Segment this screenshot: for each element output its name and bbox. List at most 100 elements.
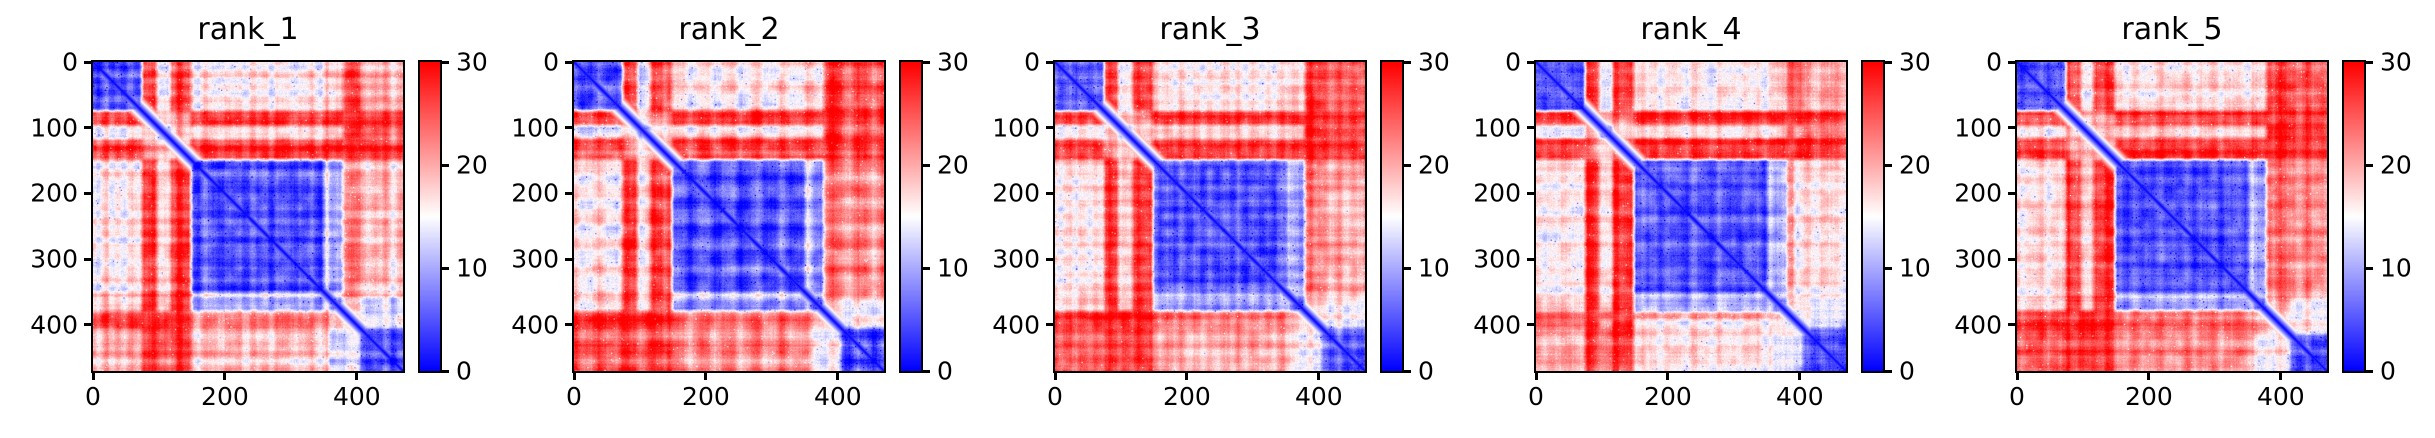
y-tick-mark xyxy=(1046,323,1053,327)
heatmap-canvas xyxy=(93,62,403,371)
y-tick-label: 300 xyxy=(992,244,1040,274)
colorbar-canvas xyxy=(1863,62,1883,371)
y-tick-label: 400 xyxy=(1473,310,1521,340)
colorbar-tick-mark xyxy=(923,369,930,373)
y-tick-label: 400 xyxy=(30,310,78,340)
y-tick-mark xyxy=(2008,323,2015,327)
heatmap-axes xyxy=(572,60,886,373)
panel-rank-1: rank_1 0 100 200 300 400 0 200 400 30 20 10 0 xyxy=(0,0,488,438)
x-tick-label: 200 xyxy=(1163,382,1211,411)
y-tick-label: 200 xyxy=(511,178,559,208)
x-tick-label: 400 xyxy=(813,382,862,411)
colorbar-tick-mark xyxy=(1404,60,1411,64)
x-tick-mark xyxy=(1317,373,1321,380)
colorbar-tick-mark xyxy=(2366,60,2373,64)
colorbar xyxy=(1380,60,1404,373)
x-tick-mark xyxy=(704,373,708,380)
y-tick-label: 200 xyxy=(1954,178,2002,208)
heatmap-axes xyxy=(1534,60,1848,373)
x-tick-label: 0 xyxy=(1047,382,1063,411)
colorbar-tick-mark xyxy=(2366,266,2373,270)
panel-title: rank_3 xyxy=(1159,12,1261,47)
y-tick-mark xyxy=(2008,60,2015,64)
colorbar-canvas xyxy=(420,62,440,371)
colorbar xyxy=(2342,60,2366,373)
panel-rank-3: rank_3 0 100 200 300 400 0 200 400 30 20 10 0 xyxy=(962,0,1450,438)
colorbar-tick-label: 10 xyxy=(1418,253,1450,283)
x-tick-mark xyxy=(1053,373,1057,380)
x-tick-label: 400 xyxy=(1294,382,1343,411)
y-tick-mark xyxy=(1046,191,1053,195)
x-tick-label: 400 xyxy=(332,382,381,411)
y-tick-label: 100 xyxy=(511,113,559,143)
panel-title: rank_4 xyxy=(1640,12,1742,47)
colorbar-tick-mark xyxy=(442,60,449,64)
panel-rank-4: rank_4 0 100 200 300 400 0 200 400 30 20 10 0 xyxy=(1443,0,1931,438)
y-tick-label: 100 xyxy=(1954,113,2002,143)
colorbar-canvas xyxy=(2344,62,2364,371)
colorbar-tick-mark xyxy=(1404,266,1411,270)
y-tick-label: 400 xyxy=(992,310,1040,340)
x-tick-label: 200 xyxy=(1644,382,1692,411)
y-tick-mark xyxy=(84,60,91,64)
y-tick-label: 0 xyxy=(543,47,559,77)
colorbar-tick-mark xyxy=(923,266,930,270)
panel-rank-5: rank_5 0 100 200 300 400 0 200 400 30 20 10 0 xyxy=(1924,0,2412,438)
y-tick-label: 100 xyxy=(30,113,78,143)
heatmap-axes xyxy=(2015,60,2329,373)
y-tick-mark xyxy=(1046,60,1053,64)
colorbar-tick-mark xyxy=(2366,163,2373,167)
x-tick-mark xyxy=(355,373,359,380)
colorbar-tick-mark xyxy=(923,163,930,167)
y-tick-label: 200 xyxy=(992,178,1040,208)
colorbar-tick-label: 20 xyxy=(937,150,969,180)
y-tick-label: 100 xyxy=(1473,113,1521,143)
y-tick-label: 300 xyxy=(511,244,559,274)
heatmap-canvas xyxy=(2017,62,2327,371)
x-tick-mark xyxy=(91,373,95,380)
x-tick-mark xyxy=(2279,373,2283,380)
colorbar-tick-label: 10 xyxy=(456,253,488,283)
y-tick-mark xyxy=(1046,126,1053,130)
x-tick-label: 400 xyxy=(2256,382,2305,411)
colorbar-canvas xyxy=(1382,62,1402,371)
colorbar-tick-label: 0 xyxy=(2380,356,2396,386)
colorbar-tick-mark xyxy=(442,163,449,167)
colorbar-tick-mark xyxy=(923,60,930,64)
colorbar-canvas xyxy=(901,62,921,371)
colorbar-tick-mark xyxy=(442,369,449,373)
heatmap-canvas xyxy=(1536,62,1846,371)
y-tick-mark xyxy=(84,126,91,130)
colorbar-tick-label: 10 xyxy=(1899,253,1931,283)
panel-title: rank_1 xyxy=(197,12,299,47)
x-tick-mark xyxy=(1666,373,1670,380)
colorbar-tick-label: 20 xyxy=(1418,150,1450,180)
heatmap-canvas xyxy=(574,62,884,371)
x-tick-label: 0 xyxy=(85,382,101,411)
y-tick-mark xyxy=(565,191,572,195)
colorbar-tick-label: 10 xyxy=(937,253,969,283)
colorbar-tick-label: 30 xyxy=(456,47,488,77)
colorbar-tick-label: 20 xyxy=(1899,150,1931,180)
x-tick-mark xyxy=(2015,373,2019,380)
colorbar-tick-label: 0 xyxy=(1899,356,1915,386)
heatmap-axes xyxy=(91,60,405,373)
colorbar-tick-label: 0 xyxy=(937,356,953,386)
colorbar-tick-mark xyxy=(442,266,449,270)
y-tick-mark xyxy=(1527,191,1534,195)
y-tick-mark xyxy=(565,60,572,64)
y-tick-label: 200 xyxy=(30,178,78,208)
colorbar-tick-mark xyxy=(1404,369,1411,373)
y-tick-mark xyxy=(1527,60,1534,64)
y-tick-label: 0 xyxy=(1024,47,1040,77)
x-tick-label: 200 xyxy=(201,382,249,411)
y-tick-mark xyxy=(565,257,572,261)
colorbar-tick-mark xyxy=(2366,369,2373,373)
y-tick-mark xyxy=(1527,323,1534,327)
y-tick-label: 0 xyxy=(1505,47,1521,77)
x-tick-label: 0 xyxy=(1528,382,1544,411)
colorbar-tick-mark xyxy=(1885,60,1892,64)
colorbar-tick-mark xyxy=(1885,369,1892,373)
y-tick-label: 400 xyxy=(1954,310,2002,340)
